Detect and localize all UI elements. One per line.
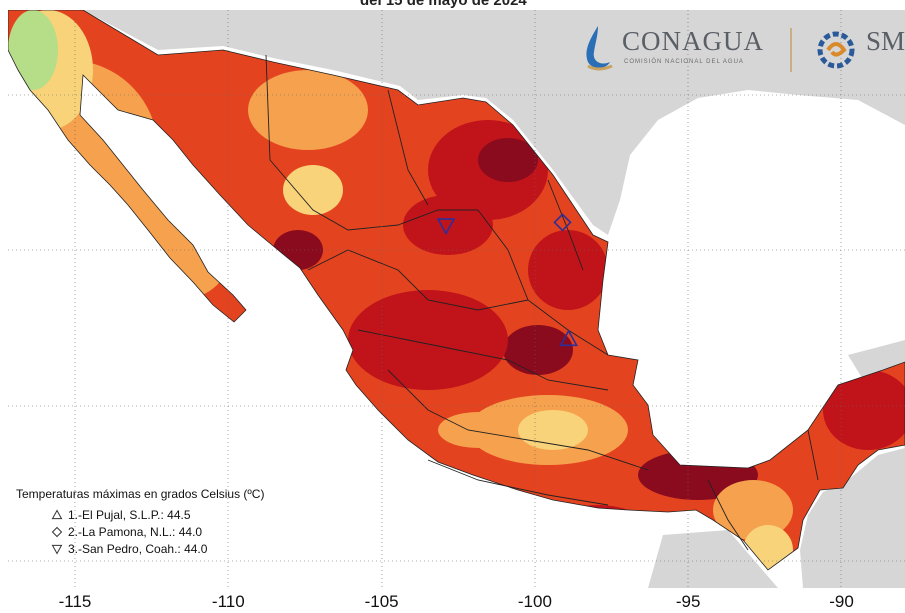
longitude-tick: -110 (211, 592, 245, 611)
water-drop-icon (586, 26, 613, 71)
legend-item: 2.-La Pamona, N.L.: 44.0 (16, 524, 264, 541)
map-title-fragment: del 15 de mayo de 2024 (360, 0, 527, 9)
legend-item-label: 3.-San Pedro, Coah.: 44.0 (68, 542, 208, 556)
triangle-up-icon (51, 509, 63, 520)
longitude-tick: -90 (829, 592, 854, 611)
diamond-icon (51, 526, 63, 538)
smn-logo-text: SMN (866, 26, 905, 56)
legend: Temperaturas máximas en grados Celsius (… (16, 486, 264, 558)
legend-title: Temperaturas máximas en grados Celsius (… (16, 487, 265, 501)
conagua-logo-subtitle: COMISIÓN NACIONAL DEL AGUA (624, 59, 744, 65)
legend-item: 3.-San Pedro, Coah.: 44.0 (16, 541, 264, 558)
triangle-down-icon (51, 544, 63, 555)
map-svg (8, 10, 905, 588)
logo-block: CONAGUA COMISIÓN NACIONAL DEL AGUA SMN (576, 18, 905, 82)
legend-item-label: 2.-La Pamona, N.L.: 44.0 (68, 525, 203, 539)
longitude-tick: -95 (675, 592, 701, 611)
station-marker-diamond (553, 213, 572, 232)
longitude-tick: -105 (364, 592, 399, 611)
logo-divider (790, 28, 792, 72)
sun-spiral-icon (817, 31, 855, 69)
station-marker-triangle-down (436, 218, 456, 236)
station-marker-triangle-up (559, 329, 578, 347)
conagua-logo-text: CONAGUA (622, 26, 764, 56)
longitude-tick: -115 (58, 592, 92, 611)
legend-item: 1.-El Pujal, S.L.P.: 44.5 (16, 507, 264, 524)
longitude-tick: -100 (517, 592, 552, 611)
legend-item-label: 1.-El Pujal, S.L.P.: 44.5 (68, 508, 191, 522)
temperature-map (8, 10, 905, 588)
